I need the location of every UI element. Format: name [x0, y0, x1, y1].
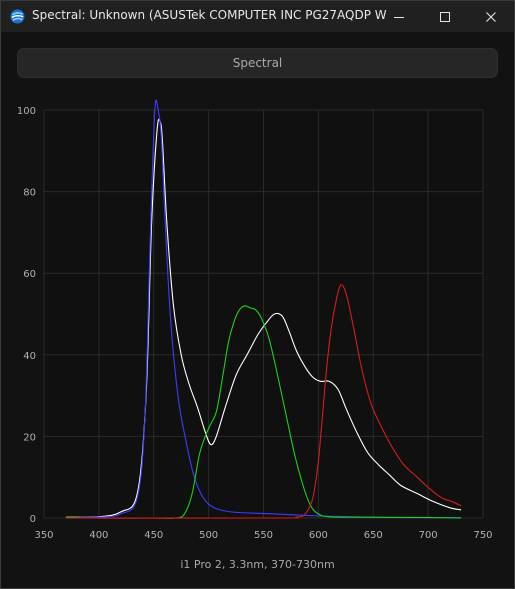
- title-bar[interactable]: Spectral: Unknown (ASUSTek COMPUTER INC …: [1, 1, 514, 32]
- y-tick-label: 60: [23, 269, 36, 280]
- spectral-mode-button[interactable]: Spectral: [17, 48, 498, 78]
- y-tick-label: 20: [23, 432, 36, 443]
- x-tick-label: 550: [254, 530, 273, 541]
- x-tick-label: 650: [364, 530, 383, 541]
- minimize-button[interactable]: [376, 1, 422, 32]
- maximize-icon: [440, 11, 450, 22]
- main-content: Spectral 350 400 450 500 550 600 650 700 750 0 20 4…: [1, 32, 514, 588]
- spectral-chart: 350 400 450 500 550 600 650 700 750 0 20 40 60 80 100: [17, 99, 493, 541]
- x-tick-label: 400: [89, 530, 108, 541]
- x-tick-label: 600: [309, 530, 328, 541]
- x-tick-label: 500: [199, 530, 218, 541]
- close-button[interactable]: [468, 1, 514, 32]
- red-spectrum-line: [65, 284, 462, 519]
- y-tick-label: 100: [17, 106, 36, 117]
- white-spectrum-line: [65, 118, 462, 518]
- x-tick-label: 450: [144, 530, 163, 541]
- spectral-app-icon: [10, 9, 25, 24]
- y-tick-label: 80: [23, 188, 36, 199]
- x-tick-label: 350: [34, 530, 53, 541]
- y-tick-label: 0: [30, 514, 36, 525]
- chart-caption: i1 Pro 2, 3.3nm, 370-730nm: [180, 558, 335, 571]
- window-title: Spectral: Unknown (ASUSTek COMPUTER INC …: [32, 8, 387, 22]
- blue-spectrum-line: [65, 99, 462, 519]
- maximize-button[interactable]: [422, 1, 468, 32]
- x-tick-label: 750: [473, 530, 492, 541]
- green-spectrum-line: [65, 305, 462, 519]
- minimize-icon: [394, 16, 404, 18]
- close-icon: [486, 11, 496, 22]
- x-tick-label: 700: [419, 530, 438, 541]
- y-tick-label: 40: [23, 351, 36, 362]
